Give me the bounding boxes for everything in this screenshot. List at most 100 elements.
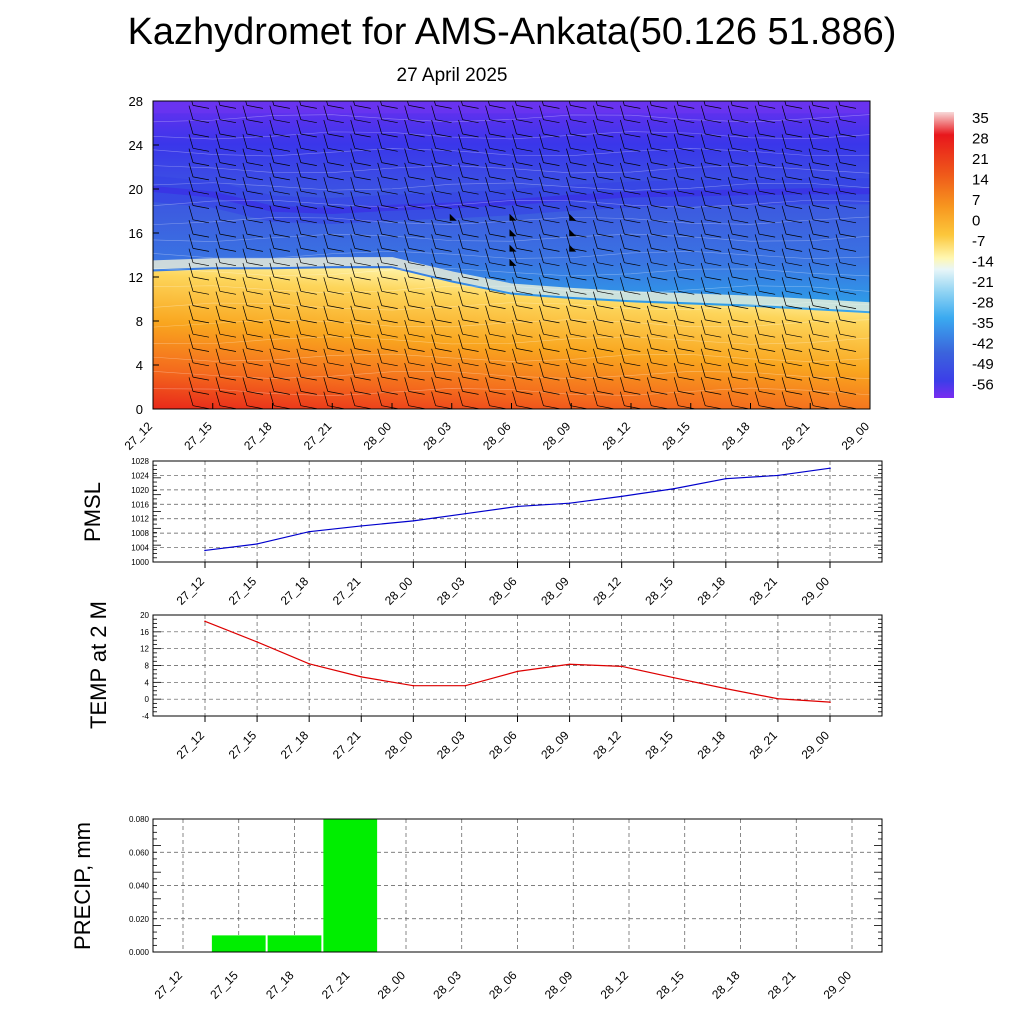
- wind-barb: [808, 262, 830, 281]
- wind-barb-shaft: [300, 405, 317, 409]
- wind-barb-staff: [215, 305, 221, 320]
- wind-barb-shaft: [219, 162, 237, 166]
- wind-barb: [431, 105, 452, 124]
- wind-barb-shaft: [597, 147, 614, 152]
- isotherm-contour: [153, 302, 870, 311]
- wind-barb-shaft: [462, 376, 479, 381]
- wind-barb-shaft: [624, 348, 641, 352]
- wind-pennant: [569, 229, 577, 237]
- wind-barb-shaft: [192, 147, 210, 152]
- wind-barb-shaft: [705, 190, 722, 195]
- wind-barb-staff: [754, 119, 760, 135]
- wind-barb-shaft: [516, 319, 533, 324]
- wind-barb-shaft: [246, 147, 263, 152]
- wind-barb: [458, 220, 479, 238]
- wind-barb-staff: [593, 277, 598, 292]
- wind-barb-shaft: [327, 319, 344, 324]
- wind-barb: [646, 277, 668, 295]
- wind-barb-shaft: [732, 219, 749, 224]
- wind-barb: [781, 220, 803, 238]
- wind-barb-staff: [377, 205, 383, 220]
- wind-barb-staff: [835, 191, 841, 206]
- isotherm-contour: [153, 268, 870, 277]
- wind-barb-shaft: [192, 133, 210, 138]
- wind-barb-shaft: [678, 376, 695, 381]
- wind-barb-staff: [808, 105, 814, 120]
- wind-barb: [350, 348, 371, 367]
- wind-barb-shaft: [408, 362, 425, 367]
- wind-barb-staff: [593, 191, 598, 206]
- wind-barb-shaft: [381, 276, 398, 281]
- wind-barb: [404, 348, 425, 367]
- y-tick-label: 0.000: [129, 948, 150, 957]
- wind-barb-staff: [269, 191, 275, 206]
- wind-barb-shaft: [759, 405, 776, 409]
- wind-barb-staff: [646, 220, 652, 235]
- wind-barb-shaft: [381, 248, 398, 252]
- wind-barb-staff: [673, 234, 679, 249]
- wind-barb-staff: [619, 177, 625, 192]
- wind-barb-shaft: [786, 119, 803, 124]
- wind-barb-shaft: [812, 105, 830, 109]
- wind-barb: [566, 348, 587, 367]
- y-tick-label: 4: [136, 358, 143, 373]
- wind-barb-shaft: [354, 290, 371, 295]
- wind-barb: [754, 162, 776, 181]
- wind-barb: [296, 119, 317, 138]
- wind-barb: [431, 119, 452, 138]
- wind-barb-staff: [242, 162, 248, 177]
- wind-barb-staff: [811, 101, 814, 106]
- wind-barb-staff: [296, 391, 302, 406]
- wind-barb-shaft: [759, 319, 776, 324]
- wind-barb-shaft: [705, 376, 722, 381]
- wind-barb: [215, 205, 237, 224]
- wind-barb-shaft: [327, 362, 344, 367]
- wind-barb-staff: [215, 205, 221, 220]
- wind-barb-staff: [835, 119, 841, 135]
- wind-barb: [568, 101, 587, 109]
- wind-barb-staff: [242, 148, 248, 163]
- wind-barb-shaft: [651, 290, 668, 295]
- wind-barb: [835, 377, 857, 395]
- wind-barb-staff: [512, 363, 517, 378]
- wind-barb: [835, 305, 857, 324]
- wind-barb: [296, 262, 317, 281]
- wind-barb: [539, 363, 560, 381]
- wind-barb: [566, 262, 587, 281]
- wind-barb-shaft: [705, 219, 722, 224]
- wind-barb-staff: [350, 191, 356, 206]
- wind-barb-staff: [673, 291, 679, 306]
- wind-barb-staff: [296, 291, 302, 306]
- precip-bar: [323, 819, 378, 952]
- wind-barb-staff: [673, 334, 679, 349]
- wind-barb: [407, 101, 425, 109]
- wind-barb-shaft: [597, 190, 614, 195]
- wind-barb-staff: [407, 101, 410, 106]
- wind-barb-shaft: [381, 147, 398, 152]
- wind-barb-staff: [487, 101, 490, 106]
- wind-barb-shaft: [651, 319, 668, 324]
- wind-barb: [593, 148, 614, 166]
- wind-barb-staff: [323, 248, 329, 263]
- wind-barb-staff: [242, 377, 248, 392]
- wind-barb-staff: [781, 363, 787, 378]
- wind-barb-staff: [512, 320, 517, 335]
- wind-barb: [646, 177, 668, 195]
- colorbar-label: 0: [972, 213, 980, 230]
- x-tick-label: 27_15: [226, 574, 260, 608]
- wind-barb: [296, 334, 317, 352]
- wind-barb-shaft: [839, 133, 857, 138]
- wind-barb: [514, 101, 533, 109]
- wind-barb: [700, 134, 722, 152]
- wind-barb-staff: [835, 320, 841, 335]
- wind-barb-staff: [323, 262, 329, 278]
- wind-barb-shaft: [543, 248, 560, 252]
- wind-barb: [649, 101, 668, 109]
- wind-barb: [566, 248, 587, 267]
- wind-barb-shaft: [597, 276, 614, 281]
- wind-barb-shaft: [705, 162, 722, 166]
- wind-barb-shaft: [327, 405, 344, 409]
- wind-barb-shaft: [327, 105, 344, 109]
- wind-barb-staff: [539, 220, 544, 235]
- wind-barb: [431, 162, 452, 181]
